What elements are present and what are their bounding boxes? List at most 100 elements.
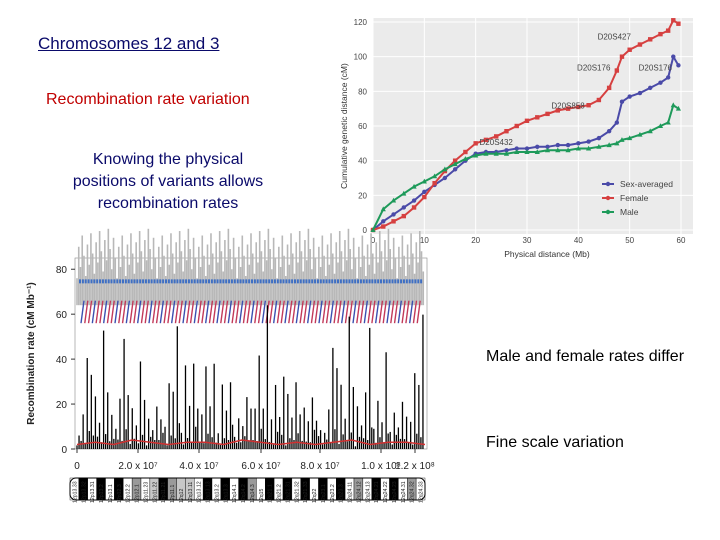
female-point xyxy=(565,106,571,111)
male-point xyxy=(586,145,592,151)
hatch-mark xyxy=(227,300,233,324)
sex-averaged-point xyxy=(637,90,643,96)
hatch-mark xyxy=(106,300,112,324)
band-label: 12q24.13 xyxy=(365,481,371,503)
hatch-mark xyxy=(220,300,225,324)
sex-averaged-point xyxy=(535,144,540,149)
blue-track-mark xyxy=(316,279,319,284)
blue-track-mark xyxy=(268,279,271,284)
blue-track-mark xyxy=(185,279,188,284)
x-axis-label: Physical distance (Mb) xyxy=(504,249,590,259)
hatch-mark xyxy=(405,300,410,324)
hatch-mark xyxy=(136,300,142,324)
blue-track-mark xyxy=(96,279,99,284)
male-point xyxy=(534,149,540,154)
male-point xyxy=(675,105,682,111)
blue-track-mark xyxy=(144,279,147,284)
blue-track-mark xyxy=(222,279,225,284)
male-point xyxy=(370,227,376,232)
hatch-mark xyxy=(382,300,387,324)
female-point xyxy=(463,149,468,155)
female-point xyxy=(432,181,437,186)
blue-track-mark xyxy=(248,279,251,284)
blue-track-mark xyxy=(251,279,253,284)
hatch-mark xyxy=(363,300,369,324)
male-point xyxy=(596,144,602,149)
hatch-mark xyxy=(280,300,285,324)
hatch-mark xyxy=(299,300,304,324)
hatch-mark xyxy=(261,300,267,324)
blue-track-mark xyxy=(314,279,317,284)
sex-averaged-point xyxy=(555,142,560,148)
hatch-mark xyxy=(114,300,119,324)
female-point xyxy=(504,129,509,134)
blue-track-mark xyxy=(374,279,377,284)
hatch-mark xyxy=(356,300,361,324)
blue-track-mark xyxy=(325,279,328,284)
hatch-mark xyxy=(344,300,350,324)
blue-track-mark xyxy=(417,279,420,284)
blue-track-mark xyxy=(299,279,302,284)
blue-track-mark xyxy=(179,279,182,284)
y-tick-label: 60 xyxy=(56,310,68,321)
blue-track-mark xyxy=(276,279,279,284)
band-label: 12p13.2 xyxy=(99,484,105,503)
band-label: 12q24.33 xyxy=(419,481,425,503)
blue-track-mark xyxy=(182,279,185,284)
hatch-mark xyxy=(125,300,131,324)
x-tick-label: 4.0 x 10⁷ xyxy=(179,461,219,472)
blue-track-mark xyxy=(139,279,142,284)
blue-track-mark xyxy=(122,279,124,284)
sex-averaged-point xyxy=(606,129,612,134)
hatch-mark xyxy=(189,300,195,324)
x-tick-label: 30 xyxy=(523,236,532,245)
blue-track-mark xyxy=(253,279,256,284)
legend-label: Sex-averaged xyxy=(620,179,673,189)
x-tick-label: 0 xyxy=(371,236,376,245)
blue-track-mark xyxy=(391,279,394,284)
band-label: 12q14.3 xyxy=(250,484,256,503)
female-point xyxy=(555,108,560,113)
slide-title: Chromosomes 12 and 3 xyxy=(38,34,220,53)
y-tick-label: 0 xyxy=(363,226,368,235)
hatch-mark xyxy=(254,300,259,324)
blue-track-mark xyxy=(87,279,90,284)
sex-averaged-point xyxy=(504,148,509,153)
x-tick-label: 1.0 x 10⁸ xyxy=(361,461,401,472)
blue-track-mark xyxy=(354,279,357,284)
y-tick-label: 100 xyxy=(354,53,368,62)
blue-track-mark xyxy=(239,279,242,284)
blue-track-mark xyxy=(193,279,196,284)
female-point xyxy=(483,137,489,143)
hatch-mark xyxy=(333,300,338,324)
blue-track-mark xyxy=(165,279,167,284)
blue-track-mark xyxy=(228,279,231,284)
male-point xyxy=(411,183,417,189)
male-point xyxy=(483,150,489,156)
blue-track-mark xyxy=(405,279,408,284)
blue-track-mark xyxy=(216,279,219,284)
hatch-mark xyxy=(87,300,93,324)
hatch-mark xyxy=(367,300,372,324)
x-tick-label: 20 xyxy=(471,236,480,245)
hatch-mark xyxy=(386,300,391,324)
band-label: 12q23.2 xyxy=(330,484,336,503)
hatch-mark xyxy=(91,300,97,324)
band-label: 12p13.33 xyxy=(72,481,78,503)
blue-track-mark xyxy=(362,279,365,284)
band-label: 12q24.23 xyxy=(392,481,398,503)
sex-averaged-point xyxy=(524,146,530,151)
y-tick-label: 80 xyxy=(56,265,68,276)
blue-track-mark xyxy=(342,279,345,284)
blue-track-mark xyxy=(397,279,400,284)
band-label: 12q24.22 xyxy=(383,481,389,503)
female-point xyxy=(586,103,591,108)
ideogram-outline xyxy=(69,477,426,501)
sex-averaged-point xyxy=(614,120,620,125)
female-point xyxy=(452,158,458,163)
hatch-mark xyxy=(121,300,127,324)
hatch-mark xyxy=(133,300,138,324)
hatch-mark xyxy=(80,300,85,324)
hatch-mark xyxy=(197,300,202,324)
hatch-mark xyxy=(204,300,210,324)
